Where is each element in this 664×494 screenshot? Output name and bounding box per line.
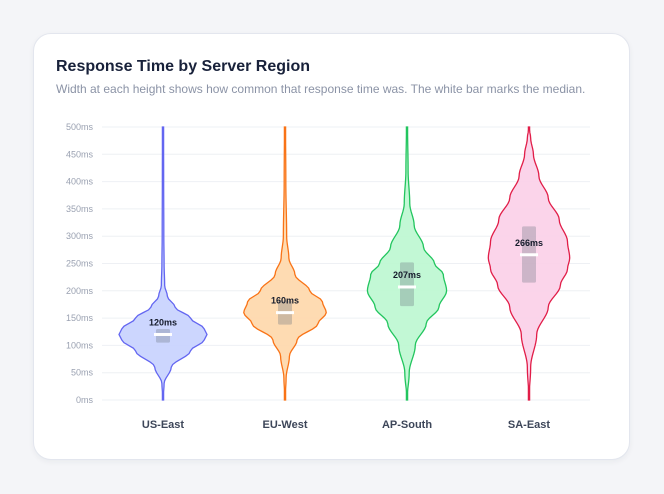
median-label: 207ms xyxy=(393,270,421,280)
median-marker xyxy=(276,311,294,315)
chart-card: Response Time by Server Region Width at … xyxy=(33,33,630,460)
chart-subtitle: Width at each height shows how common th… xyxy=(56,82,586,96)
x-category-label: SA-East xyxy=(508,419,551,431)
median-label: 120ms xyxy=(149,317,177,327)
y-tick-label: 300ms xyxy=(66,231,94,241)
y-tick-label: 50ms xyxy=(71,368,94,378)
y-tick-label: 100ms xyxy=(66,340,94,350)
median-marker xyxy=(154,332,172,336)
y-tick-label: 500ms xyxy=(66,122,94,132)
x-category-label: EU-West xyxy=(262,419,307,431)
y-tick-label: 150ms xyxy=(66,313,94,323)
median-label: 266ms xyxy=(515,238,543,248)
violin-shape-ap-south xyxy=(366,126,448,401)
violin-shape-sa-east xyxy=(487,126,571,401)
x-category-label: US-East xyxy=(142,419,185,431)
y-tick-label: 200ms xyxy=(66,286,94,296)
chart-title: Response Time by Server Region xyxy=(56,58,311,75)
iqr-bar xyxy=(400,262,414,307)
y-tick-label: 250ms xyxy=(66,259,94,269)
y-tick-label: 350ms xyxy=(66,204,94,214)
y-tick-label: 450ms xyxy=(66,149,94,159)
median-marker xyxy=(520,253,538,257)
violin-shape-eu-west xyxy=(243,126,327,401)
y-tick-label: 0ms xyxy=(76,395,94,405)
y-tick-label: 400ms xyxy=(66,177,94,187)
median-label: 160ms xyxy=(271,296,299,306)
x-category-label: AP-South xyxy=(382,419,432,431)
violin-plot: 0ms 50ms 100ms 150ms 200ms 250ms 300ms 350ms 400… xyxy=(66,122,590,431)
median-marker xyxy=(398,285,416,289)
violin-shape-us-east xyxy=(118,126,208,401)
